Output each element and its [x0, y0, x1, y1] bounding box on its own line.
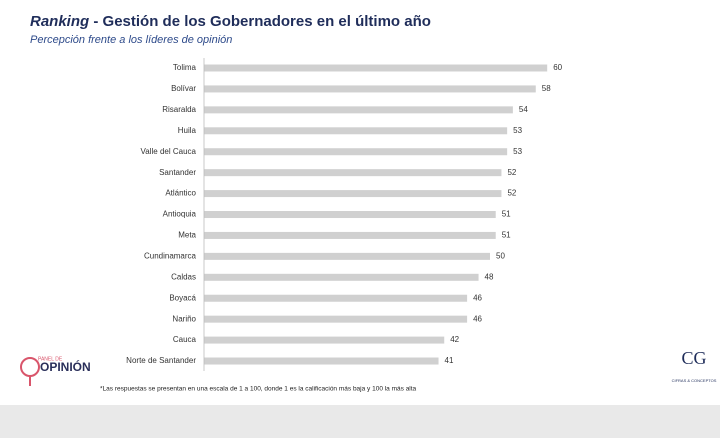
value-label: 46 — [473, 314, 482, 323]
title-text: - Gestión de los Gobernadores en el últi… — [93, 13, 431, 30]
logo-bottom-text: OPINIÓN — [40, 359, 91, 374]
value-label: 58 — [542, 84, 551, 93]
category-label: Boyacá — [169, 293, 196, 302]
value-label: 46 — [473, 293, 482, 302]
bar — [204, 231, 496, 239]
value-label: 48 — [485, 272, 494, 281]
bar — [204, 64, 548, 72]
title-emphasis: Ranking — [30, 13, 89, 30]
category-label: Tolima — [173, 63, 197, 72]
category-label: Nariño — [172, 314, 196, 323]
category-label: Santander — [159, 168, 196, 177]
bar — [204, 315, 468, 323]
bar — [204, 127, 508, 135]
logo-top-text: PANEL DE — [38, 356, 63, 362]
category-label: Cundinamarca — [144, 251, 197, 260]
category-label: Meta — [178, 231, 196, 240]
value-label: 53 — [513, 126, 522, 135]
chart-title: Ranking - Gestión de los Gobernadores en… — [30, 13, 431, 30]
bar — [204, 169, 502, 177]
value-label: 54 — [519, 105, 528, 114]
value-label: 50 — [496, 251, 505, 260]
bar — [204, 148, 508, 156]
value-label: 41 — [445, 356, 454, 365]
logo-name: CIFRAS & CONCEPTOS — [672, 378, 717, 383]
bar — [204, 357, 439, 365]
bar — [204, 252, 490, 260]
category-label: Valle del Cauca — [141, 147, 197, 156]
footnote: *Las respuestas se presentan en una esca… — [100, 386, 417, 393]
value-label: 51 — [502, 210, 511, 219]
category-label: Risaralda — [162, 105, 196, 114]
category-label: Atlántico — [165, 189, 196, 198]
category-label: Cauca — [173, 335, 197, 344]
footer-band — [0, 405, 720, 438]
logo-mark: CG — [681, 348, 706, 368]
value-label: 53 — [513, 147, 522, 156]
category-label: Antioquia — [163, 210, 197, 219]
bar — [204, 190, 502, 198]
bar — [204, 273, 479, 281]
category-label: Caldas — [171, 272, 196, 281]
value-label: 52 — [507, 168, 516, 177]
right-logo: CG CIFRAS & CONCEPTOS — [672, 348, 717, 383]
value-label: 42 — [450, 335, 459, 344]
bar — [204, 294, 468, 302]
bar — [204, 85, 536, 93]
chart-subtitle: Percepción frente a los líderes de opini… — [30, 34, 232, 46]
value-label: 60 — [553, 63, 562, 72]
category-label: Norte de Santander — [126, 356, 196, 365]
category-label: Bolívar — [171, 84, 196, 93]
left-logo: PANEL DE OPINIÓN — [20, 356, 91, 386]
bar — [204, 106, 513, 114]
value-label: 52 — [507, 189, 516, 198]
bar — [204, 336, 445, 344]
plot: Tolima 60 Bolívar 58 Risaralda 54 Huila 53 Valle… — [126, 58, 563, 372]
category-label: Huila — [178, 126, 197, 135]
value-label: 51 — [502, 231, 511, 240]
bar — [204, 211, 496, 219]
